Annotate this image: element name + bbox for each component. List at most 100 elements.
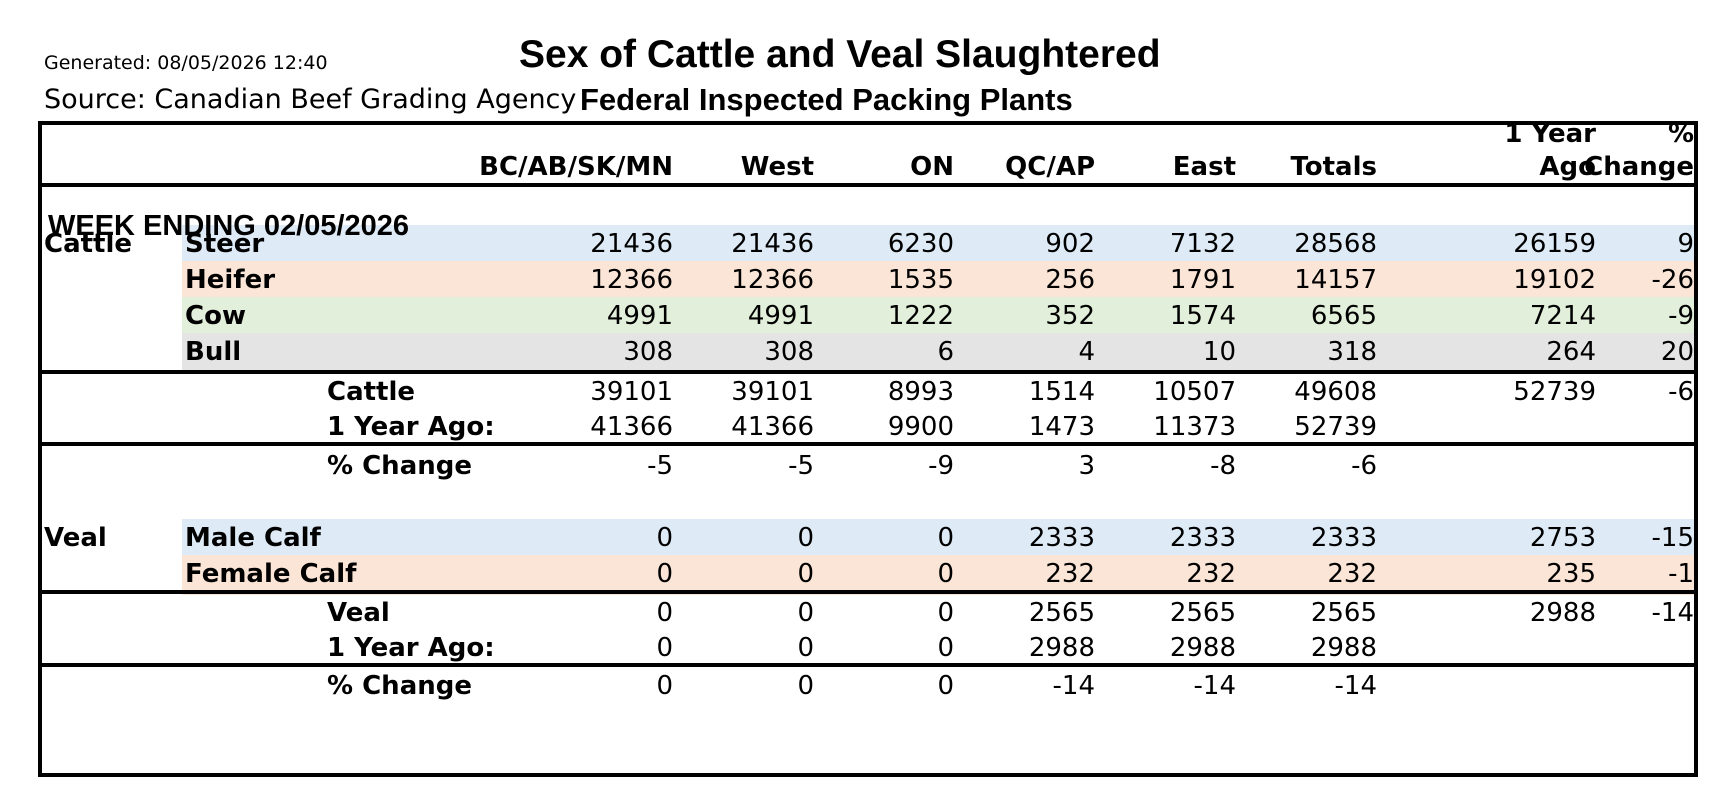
table-cell: 41366: [731, 412, 814, 442]
col-header-pct-line2: Change: [1584, 152, 1694, 182]
table-cell: 1514: [1028, 377, 1095, 407]
table-cell: -5: [788, 451, 814, 481]
row-label: Male Calf: [185, 523, 321, 553]
cattle-total-divider: [42, 370, 1694, 374]
row-label: Steer: [185, 229, 265, 259]
table-cell: -14: [1052, 671, 1095, 701]
table-cell: -6: [1668, 377, 1694, 407]
table-cell: 7132: [1169, 229, 1236, 259]
table-cell: 2565: [1028, 598, 1095, 628]
table-cell: 3: [1078, 451, 1095, 481]
table-cell: 308: [623, 337, 673, 367]
report-title: Sex of Cattle and Veal Slaughtered: [519, 33, 1161, 76]
veal-group-label: Veal: [44, 523, 107, 553]
table-cell: 19102: [1513, 265, 1596, 295]
header-divider: [42, 183, 1694, 187]
row-label: Veal: [327, 598, 390, 628]
table-cell: 0: [656, 633, 673, 663]
col-header-totals: Totals: [1290, 152, 1377, 182]
table-cell: 2565: [1169, 598, 1236, 628]
table-cell: 1473: [1028, 412, 1095, 442]
report-subtitle: Federal Inspected Packing Plants: [580, 82, 1073, 117]
row-label: Cattle: [327, 377, 416, 407]
cattle-group-label: Cattle: [44, 229, 133, 259]
source-label: Source: Canadian Beef Grading Agency: [44, 84, 577, 115]
row-label: Cow: [185, 301, 246, 331]
table-cell: 52739: [1513, 377, 1596, 407]
table-cell: -5: [647, 451, 673, 481]
table-cell: 9: [1677, 229, 1694, 259]
col-header-west: West: [740, 152, 814, 182]
veal-total-divider: [42, 590, 1694, 594]
col-header-qc-ap: QC/AP: [1005, 152, 1095, 182]
cow-row-band: [182, 297, 1694, 337]
table-cell: 7214: [1529, 301, 1596, 331]
col-header-east: East: [1172, 152, 1236, 182]
table-cell: -1: [1668, 559, 1694, 589]
row-label: Heifer: [185, 265, 276, 295]
table-cell: 49608: [1294, 377, 1377, 407]
table-cell: 2333: [1028, 523, 1095, 553]
table-cell: 0: [656, 598, 673, 628]
table-cell: -15: [1651, 523, 1694, 553]
table-cell: -14: [1334, 671, 1377, 701]
table-cell: -8: [1210, 451, 1236, 481]
table-cell: 21436: [731, 229, 814, 259]
slaughter-table: 1 Year % BC/AB/SK/MN West ON QC/AP East …: [38, 119, 1698, 777]
table-cell: 2988: [1529, 598, 1596, 628]
table-cell: -14: [1193, 671, 1236, 701]
table-cell: 902: [1045, 229, 1095, 259]
table-cell: 0: [797, 559, 814, 589]
col-header-pct-line1: %: [1667, 119, 1694, 149]
table-cell: 0: [656, 671, 673, 701]
col-header-1year-line1: 1 Year: [1504, 119, 1596, 149]
table-cell: 14157: [1294, 265, 1377, 295]
table-cell: 52739: [1294, 412, 1377, 442]
table-cell: 264: [1546, 337, 1596, 367]
table-cell: 0: [937, 633, 954, 663]
table-cell: 235: [1546, 559, 1596, 589]
table-cell: 10507: [1153, 377, 1236, 407]
table-cell: 2565: [1310, 598, 1377, 628]
table-cell: 10: [1202, 337, 1236, 367]
table-cell: 318: [1327, 337, 1377, 367]
table-cell: 20: [1660, 337, 1694, 367]
table-cell: 1535: [887, 265, 954, 295]
table-cell: 12366: [731, 265, 814, 295]
table-cell: 6230: [887, 229, 954, 259]
week-ending-label: WEEK ENDING 02/05/2026: [48, 210, 410, 242]
table-cell: 0: [656, 559, 673, 589]
table-cell: 256: [1045, 265, 1095, 295]
row-label: % Change: [327, 671, 472, 701]
table-cell: 0: [937, 523, 954, 553]
bull-row-band: [182, 333, 1694, 373]
table-cell: 0: [797, 523, 814, 553]
veal-change-divider: [42, 663, 1694, 667]
col-header-on: ON: [910, 152, 954, 182]
table-cell: 1222: [887, 301, 954, 331]
female-calf-row-band: [182, 555, 1694, 595]
table-cell: -6: [1351, 451, 1377, 481]
table-cell: 39101: [590, 377, 673, 407]
table-cell: 26159: [1513, 229, 1596, 259]
col-header-bc-ab-sk-mn: BC/AB/SK/MN: [479, 152, 673, 182]
table-cell: 0: [656, 523, 673, 553]
steer-row-band: [182, 225, 1694, 265]
table-cell: 0: [937, 559, 954, 589]
table-cell: 1791: [1169, 265, 1236, 295]
table-cell: -26: [1651, 265, 1694, 295]
table-cell: 21436: [590, 229, 673, 259]
row-label: % Change: [327, 451, 472, 481]
table-cell: 2333: [1169, 523, 1236, 553]
table-cell: 6: [937, 337, 954, 367]
table-cell: 232: [1327, 559, 1377, 589]
heifer-row-band: [182, 261, 1694, 301]
table-cell: 6565: [1310, 301, 1377, 331]
row-label: 1 Year Ago:: [327, 633, 495, 663]
table-cell: 39101: [731, 377, 814, 407]
table-cell: 0: [937, 598, 954, 628]
table-cell: 4991: [606, 301, 673, 331]
table-cell: 0: [797, 598, 814, 628]
table-cell: 352: [1045, 301, 1095, 331]
table-cell: 2988: [1028, 633, 1095, 663]
